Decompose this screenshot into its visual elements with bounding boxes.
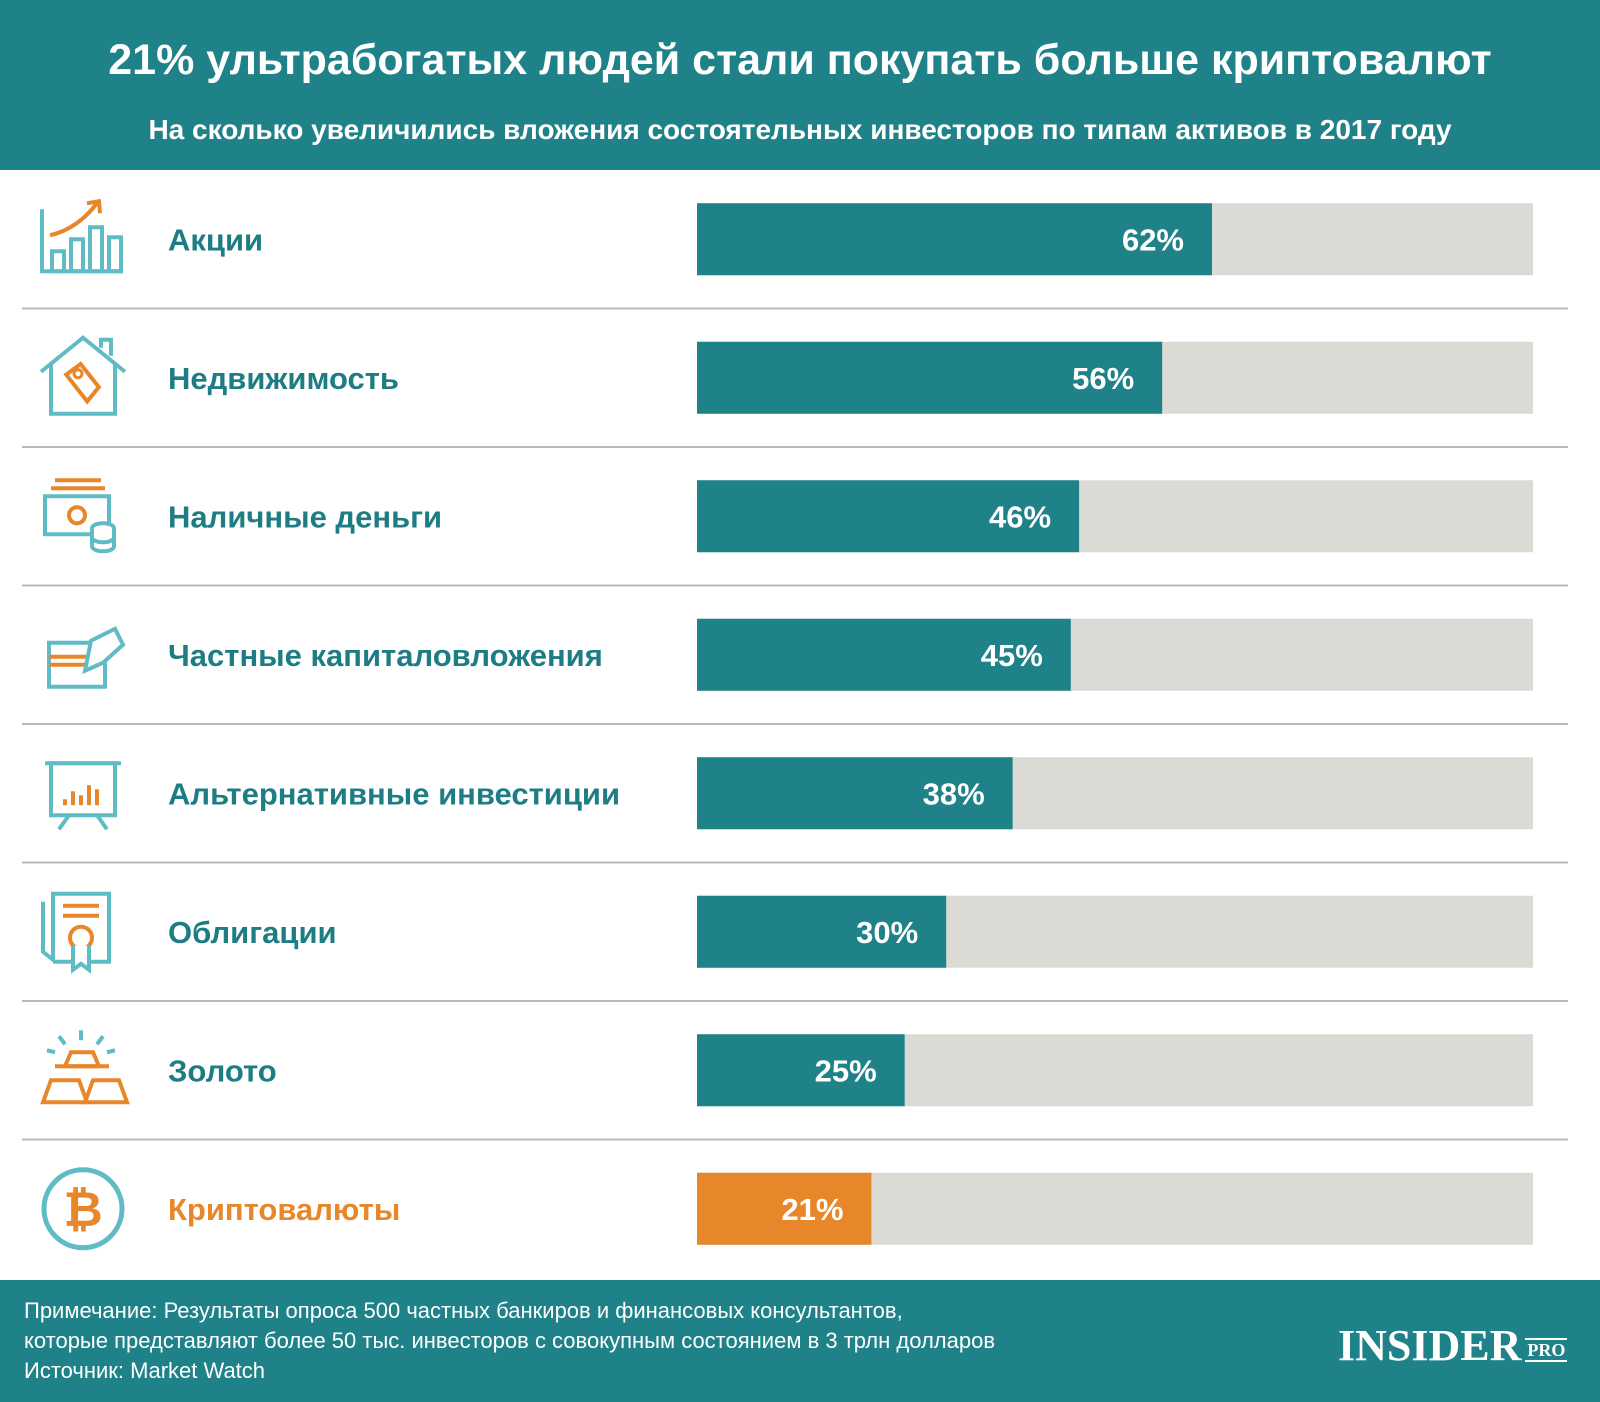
value-label: 21% (781, 1192, 843, 1227)
insider-pro-logo: INSIDER PRO (1338, 1321, 1568, 1370)
bar (697, 1034, 905, 1107)
bar (697, 757, 1013, 830)
bar (697, 618, 1071, 691)
footnote: Примечание: Результаты опроса 500 частны… (24, 1296, 1254, 1386)
category-label: Облигации (168, 915, 337, 950)
bar (697, 1172, 872, 1245)
gold-bars-icon (40, 1030, 130, 1105)
page-title: 21% ультрабогатых людей стали покупать б… (108, 36, 1492, 84)
chart-growth-icon (40, 198, 123, 274)
header: 21% ультрабогатых людей стали покупать б… (0, 0, 1600, 170)
category-label: Наличные деньги (168, 499, 442, 534)
value-label: 56% (1072, 361, 1134, 396)
bar (697, 480, 1080, 553)
bar (697, 341, 1163, 414)
category-label: Недвижимость (168, 361, 399, 396)
category-label: Криптовалюты (168, 1192, 400, 1227)
logo-pro: PRO (1525, 1338, 1568, 1362)
category-label: Частные капиталовложения (168, 638, 603, 673)
cash-coins-icon (43, 478, 116, 554)
page-subtitle: На сколько увеличились вложения состояте… (148, 114, 1452, 145)
category-label: Золото (168, 1053, 277, 1088)
value-label: 30% (856, 915, 918, 950)
note-line-1: Примечание: Результаты опроса 500 частны… (24, 1298, 903, 1323)
card-hand-icon (47, 626, 126, 689)
bar-chart: Акции 62% Недвижимость 56% Наличные деньги 46… (22, 198, 1568, 1251)
value-label: 38% (923, 776, 985, 811)
bar (697, 203, 1212, 276)
value-label: 46% (989, 499, 1051, 534)
bitcoin-icon: ₿ (41, 1167, 125, 1251)
source-line: Источник: Market Watch (24, 1358, 266, 1383)
presentation-board-icon (45, 761, 121, 831)
value-label: 45% (981, 638, 1043, 673)
bar (697, 895, 947, 968)
category-label: Альтернативные инвестиции (168, 776, 620, 811)
logo-text: INSIDER (1338, 1321, 1522, 1370)
category-label: Акции (168, 222, 263, 257)
svg-text:₿: ₿ (63, 1182, 102, 1238)
note-line-2: которые представляют более 50 тыс. инвес… (24, 1328, 996, 1353)
certificate-icon (41, 891, 111, 974)
house-tag-icon (39, 335, 127, 416)
value-label: 25% (815, 1053, 877, 1088)
value-label: 62% (1122, 222, 1184, 257)
footer: Примечание: Результаты опроса 500 частны… (0, 1280, 1600, 1402)
